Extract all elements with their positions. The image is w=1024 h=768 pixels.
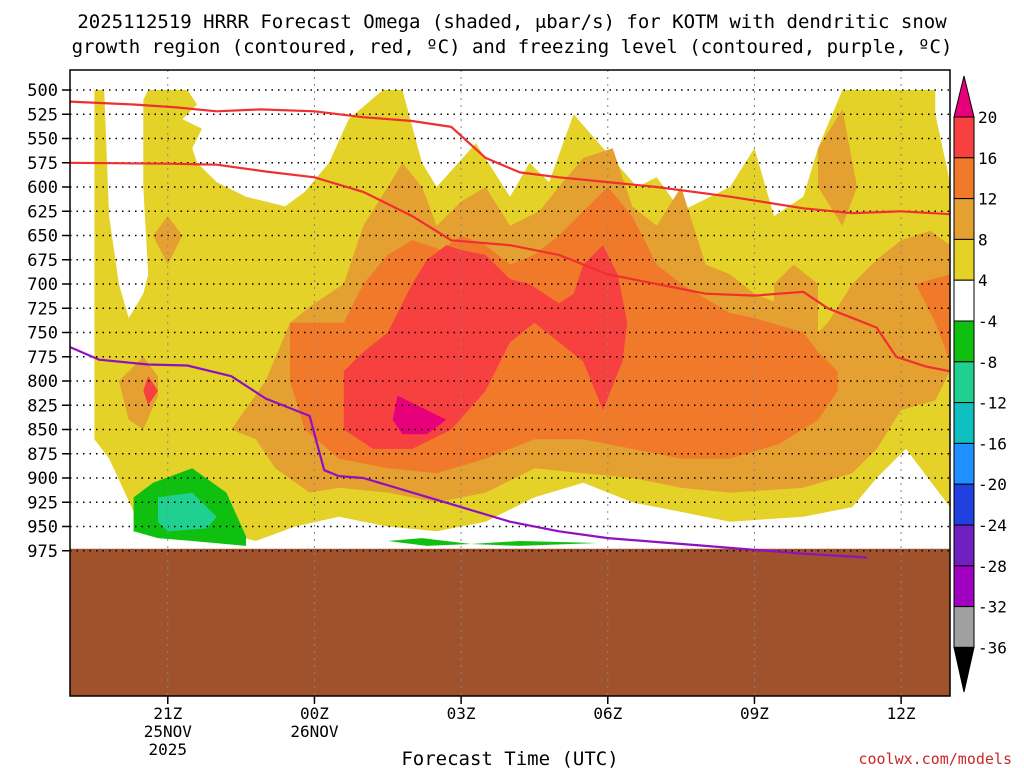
y-tick-label-500: 500 [27, 81, 58, 101]
colorbar-top-arrow [953, 75, 975, 118]
x-tick-label-09Z: 09Z [740, 704, 769, 723]
chart-title-line-1: 2025112519 HRRR Forecast Omega (shaded, … [77, 11, 947, 33]
colorbar-label-1: 16 [978, 149, 997, 168]
y-tick-label-550: 550 [27, 130, 58, 150]
omega-region-10 [143, 376, 158, 406]
y-tick-label-925: 925 [27, 493, 58, 513]
x-tick-label-06Z: 06Z [593, 704, 622, 723]
omega-region-3 [153, 216, 183, 265]
omega-region-11 [392, 395, 447, 435]
colorbar-bin-9 [953, 442, 975, 485]
omega-region-6 [818, 109, 858, 226]
colorbar-bin-4 [953, 238, 975, 281]
y-tick-label-750: 750 [27, 324, 58, 344]
omega-shading [70, 90, 950, 696]
colorbar-label-13: -36 [978, 638, 1007, 657]
y-tick-label-575: 575 [27, 154, 58, 174]
colorbar-label-8: -16 [978, 434, 1007, 453]
colorbar-bottom-arrow [953, 646, 975, 693]
omega-region-9 [343, 245, 628, 449]
y-tick-label-700: 700 [27, 275, 58, 295]
colorbar-bin-7 [953, 361, 975, 404]
colorbar-bin-11 [953, 524, 975, 567]
colorbar-bin-1 [953, 116, 975, 159]
terrain-strip [70, 548, 950, 696]
y-tick-label-875: 875 [27, 445, 58, 465]
colorbar-bin-10 [953, 483, 975, 526]
omega-region-15 [470, 541, 598, 546]
y-tick-label-775: 775 [27, 348, 58, 368]
contour-dgz-upper [70, 100, 950, 216]
x-tick-label-21Z: 21Z [153, 704, 182, 723]
omega-region-14 [387, 538, 471, 546]
y-tick-label-525: 525 [27, 105, 58, 125]
y-tick-label-950: 950 [27, 518, 58, 538]
y-axis: 500 525 550 575 600 625 650 675 700 725 750 775 800 8… [27, 81, 70, 562]
colorbar-label-9: -20 [978, 475, 1007, 494]
colorbar-label-10: -24 [978, 516, 1007, 535]
colorbar-label-6: -8 [978, 353, 997, 372]
contour-dgz-lower [70, 161, 950, 373]
x-tick-label-00Z: 00Z [300, 704, 329, 723]
omega-region-8 [915, 274, 950, 362]
colorbar-label-2: 12 [978, 190, 997, 209]
colorbar-bin-3 [953, 198, 975, 240]
x-tick-date-21Z: 25NOV [144, 722, 193, 741]
y-tick-label-625: 625 [27, 202, 58, 222]
colorbar-label-11: -28 [978, 557, 1007, 576]
chart-title-line-2: growth region (contoured, red, ºC) and f… [72, 36, 953, 58]
colorbar-label-5: -4 [978, 312, 997, 331]
colorbar-label-3: 8 [978, 230, 988, 249]
omega-region-13 [158, 492, 217, 532]
colorbar-label-4: 4 [978, 271, 988, 290]
contour-lines [70, 100, 950, 559]
colorbar-label-0: 20 [978, 108, 997, 127]
x-axis-label: Forecast Time (UTC) [401, 748, 618, 768]
plot-frame [69, 69, 951, 697]
colorbar: 20 16 12 8 4 -4 -8 -12 -16 -20 -24 -28 -32 -36 [953, 75, 1007, 693]
colorbar-bin-12 [953, 565, 975, 608]
y-tick-label-600: 600 [27, 178, 58, 198]
colorbar-bin-5 [953, 279, 975, 322]
colorbar-bin-8 [953, 402, 975, 444]
y-tick-label-975: 975 [27, 542, 58, 562]
y-tick-label-725: 725 [27, 299, 58, 319]
y-tick-label-800: 800 [27, 372, 58, 392]
contour-freezing-level [70, 346, 867, 559]
y-tick-label-650: 650 [27, 227, 58, 247]
colorbar-label-12: -32 [978, 598, 1007, 617]
y-tick-label-850: 850 [27, 421, 58, 441]
colorbar-bin-2 [953, 157, 975, 200]
colorbar-label-7: -12 [978, 394, 1007, 413]
x-tick-label-03Z: 03Z [447, 704, 476, 723]
colorbar-bin-6 [953, 320, 975, 363]
x-tick-label-12Z: 12Z [887, 704, 916, 723]
x-tick-date-00Z: 26NOV [290, 722, 339, 741]
watermark: coolwx.com/models [858, 750, 1012, 768]
colorbar-bin-13 [953, 606, 975, 648]
y-tick-label-825: 825 [27, 396, 58, 416]
x-tick-year-21Z: 2025 [149, 740, 188, 759]
y-tick-label-675: 675 [27, 251, 58, 271]
omega-region-2 [118, 356, 158, 430]
y-tick-label-900: 900 [27, 469, 58, 489]
